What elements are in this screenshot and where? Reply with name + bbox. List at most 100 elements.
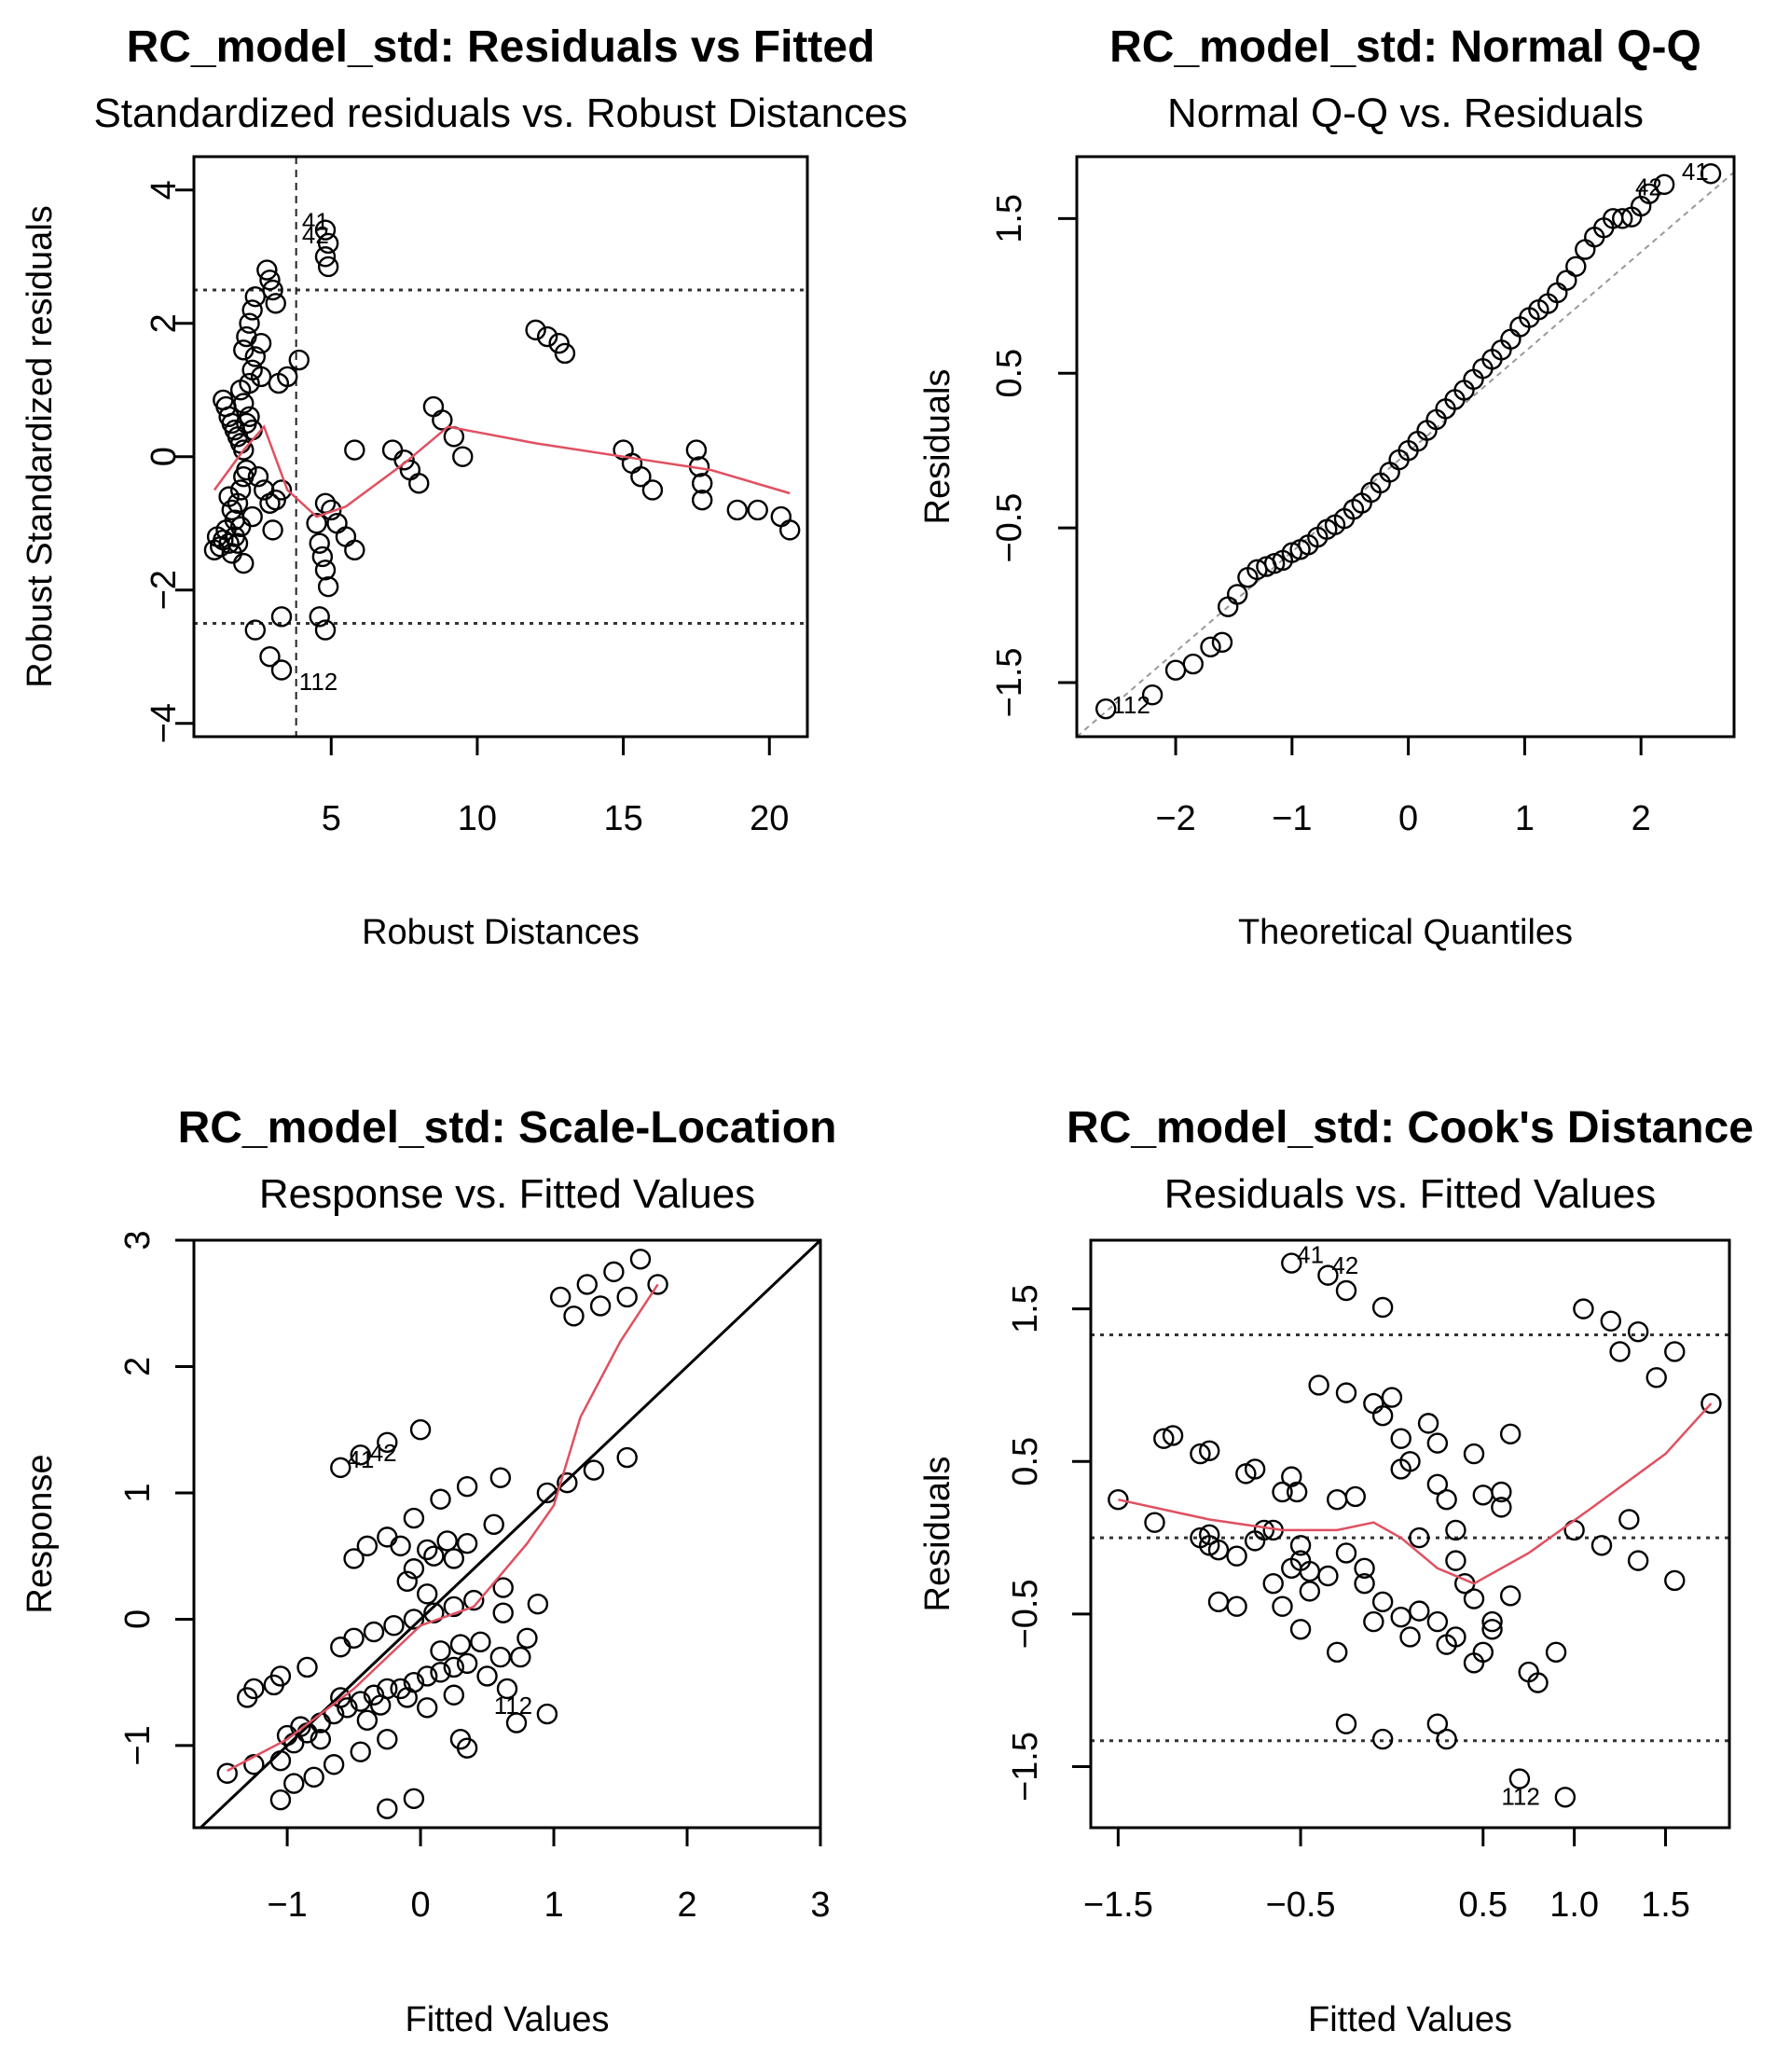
data-point bbox=[423, 1602, 445, 1623]
data-point bbox=[430, 1488, 451, 1510]
data-point bbox=[244, 619, 266, 641]
point-label: 112 bbox=[1111, 691, 1150, 719]
data-point bbox=[563, 1305, 585, 1327]
y-axis-title: Response bbox=[21, 1454, 60, 1613]
plot-frame bbox=[1089, 1238, 1731, 1830]
data-point bbox=[233, 552, 255, 574]
data-point bbox=[256, 259, 278, 281]
data-point bbox=[1618, 1509, 1640, 1530]
data-point bbox=[233, 439, 255, 461]
y-tick-label: 0.5 bbox=[1006, 1437, 1045, 1486]
data-point bbox=[470, 1631, 491, 1653]
data-point bbox=[492, 1577, 514, 1598]
data-point bbox=[1335, 1279, 1357, 1302]
x-tick-label: 0 bbox=[410, 1886, 430, 1925]
data-point bbox=[1182, 653, 1204, 675]
data-point bbox=[1226, 584, 1248, 605]
data-point bbox=[288, 349, 310, 371]
data-point bbox=[343, 1627, 365, 1649]
y-tick-label: 0.5 bbox=[990, 349, 1029, 398]
data-point bbox=[443, 1548, 465, 1569]
data-point bbox=[306, 513, 327, 534]
data-point bbox=[1272, 1595, 1293, 1617]
data-point bbox=[1144, 1512, 1165, 1533]
data-point bbox=[549, 1286, 571, 1308]
data-point bbox=[576, 1274, 598, 1295]
data-point bbox=[390, 1535, 411, 1557]
data-point bbox=[262, 279, 283, 301]
point-label: 112 bbox=[494, 1692, 532, 1720]
data-point bbox=[483, 1513, 504, 1536]
data-point bbox=[1573, 1298, 1594, 1319]
data-point bbox=[227, 532, 249, 554]
data-point bbox=[443, 1684, 465, 1706]
data-point bbox=[647, 1274, 668, 1295]
y-tick-label: −1.5 bbox=[990, 647, 1029, 717]
smooth-line bbox=[1118, 1402, 1713, 1585]
data-point bbox=[243, 1754, 265, 1775]
data-point bbox=[244, 346, 266, 367]
data-point bbox=[1627, 1550, 1649, 1571]
data-point bbox=[247, 465, 269, 488]
chart-panel-residuals-vs-fitted: RC_model_std: Residuals vs Fitted Standar… bbox=[21, 22, 908, 952]
data-point bbox=[1664, 1569, 1686, 1592]
data-point bbox=[423, 1545, 445, 1567]
data-point bbox=[1371, 1296, 1394, 1319]
data-point bbox=[1527, 1672, 1549, 1693]
data-point bbox=[236, 459, 257, 481]
x-tick-label: 15 bbox=[603, 799, 642, 838]
y-tick-label: 0 bbox=[118, 1609, 158, 1629]
data-point bbox=[283, 1773, 305, 1794]
data-point bbox=[317, 575, 339, 598]
x-axis-title: Fitted Values bbox=[1308, 2000, 1512, 2039]
data-point bbox=[265, 489, 286, 511]
data-point bbox=[554, 342, 576, 365]
data-point bbox=[1436, 1488, 1457, 1511]
point-label: 112 bbox=[299, 668, 337, 696]
data-point bbox=[747, 499, 768, 521]
x-axis-title: Robust Distances bbox=[362, 913, 640, 952]
data-point bbox=[377, 1798, 398, 1819]
data-point bbox=[356, 1709, 379, 1732]
data-point bbox=[270, 659, 293, 681]
data-point bbox=[1335, 1713, 1357, 1734]
y-axis-title: Residuals bbox=[918, 1457, 957, 1612]
data-point bbox=[262, 519, 283, 541]
y-tick-label: 1.5 bbox=[1006, 1284, 1045, 1333]
data-point bbox=[1399, 1451, 1421, 1472]
data-point bbox=[408, 473, 430, 494]
data-point bbox=[516, 1627, 538, 1649]
data-point bbox=[1190, 1443, 1211, 1465]
data-point bbox=[430, 1662, 451, 1683]
data-point bbox=[1409, 1526, 1430, 1549]
data-point bbox=[1207, 1539, 1230, 1561]
data-point bbox=[685, 439, 708, 461]
data-point bbox=[403, 1788, 425, 1810]
data-point bbox=[1317, 1264, 1339, 1286]
data-point bbox=[1565, 256, 1587, 277]
data-point bbox=[456, 1737, 478, 1759]
data-point bbox=[417, 1697, 438, 1719]
x-tick-label: 5 bbox=[322, 799, 341, 838]
x-tick-label: −0.5 bbox=[1266, 1886, 1336, 1925]
data-point bbox=[1426, 1473, 1449, 1496]
data-point bbox=[1262, 1572, 1284, 1595]
data-point bbox=[229, 479, 252, 501]
data-point bbox=[492, 1602, 514, 1623]
data-point bbox=[1354, 1572, 1375, 1595]
data-point bbox=[1244, 1458, 1266, 1480]
data-point bbox=[583, 1459, 605, 1481]
point-label: 42 bbox=[302, 221, 329, 249]
data-point bbox=[269, 1749, 292, 1772]
data-point bbox=[330, 1687, 351, 1708]
x-tick-label: 1.0 bbox=[1549, 1886, 1599, 1925]
data-point bbox=[1190, 1526, 1211, 1549]
data-point bbox=[430, 1640, 451, 1662]
data-point bbox=[443, 1595, 465, 1618]
data-point bbox=[250, 366, 272, 388]
data-point bbox=[350, 1444, 371, 1466]
chart-title: RC_model_std: Scale-Location bbox=[178, 1103, 837, 1153]
data-point bbox=[417, 1665, 438, 1687]
data-point bbox=[1244, 1530, 1266, 1552]
